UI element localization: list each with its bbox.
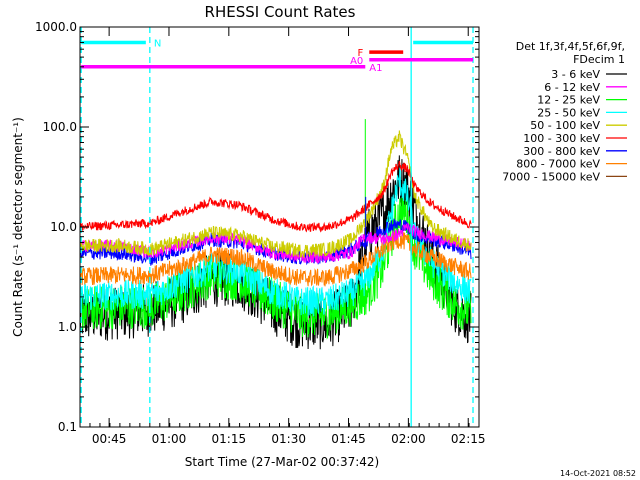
series-800-7000-kev [79,232,472,287]
legend-label: 7000 - 15000 keV [502,170,600,183]
x-tick-label: 00:45 [92,432,127,446]
plot-area [79,119,472,350]
series-300-800-kev [79,218,472,266]
x-tick-label: 02:00 [391,432,426,446]
legend-label: 3 - 6 keV [551,68,600,81]
legend-header: Det 1f,3f,4f,5f,6f,9f, [516,40,625,53]
legend-label: 100 - 300 keV [523,132,600,145]
legend-label: 12 - 25 keV [537,94,600,107]
x-tick-label: 01:30 [271,432,306,446]
flag-label-f: F [358,48,364,59]
series-100-300-kev [79,160,472,233]
flag-label-n: N [154,38,161,49]
x-tick-label: 02:15 [451,432,486,446]
y-tick-label: 1.0 [58,320,77,334]
flag-label-a1: A1 [369,63,382,74]
legend-label: 6 - 12 keV [544,81,600,94]
legend-header: FDecim 1 [573,53,625,66]
y-tick-label: 0.1 [58,420,77,434]
x-axis: 00:45 01:00 01:15 01:30 01:45 02:00 02:15 [79,27,486,446]
x-tick-label: 01:15 [212,432,247,446]
y-tick-label: 10.0 [50,220,77,234]
flag-label-a0: A0 [350,56,363,67]
y-tick-label: 1000.0 [35,20,77,34]
legend-label: 50 - 100 keV [530,119,600,132]
x-tick-label: 01:45 [331,432,366,446]
legend-label: 800 - 7000 keV [516,158,600,171]
x-axis-label: Start Time (27-Mar-02 00:37:42) [185,455,379,469]
legend-label: 300 - 800 keV [523,145,600,158]
timestamp: 14-Oct-2021 08:52 [560,469,636,478]
chart-title: RHESSI Count Rates [205,3,356,21]
y-tick-label: 100.0 [43,120,77,134]
y-axis-label: Count Rate (s⁻¹ detector segment⁻¹) [11,117,25,337]
x-tick-label: 01:00 [152,432,187,446]
flag-bars: N FA0 A1 [81,38,474,74]
legend: Det 1f,3f,4f,5f,6f,9f,FDecim 1 3 - 6 keV6… [502,40,627,183]
series-50-100-kev [79,130,472,259]
y-axis: 0.1 1.0 10.0 100.0 1000.0 [35,20,479,434]
legend-label: 25 - 50 keV [537,106,600,119]
series-25-50-kev [79,166,472,317]
